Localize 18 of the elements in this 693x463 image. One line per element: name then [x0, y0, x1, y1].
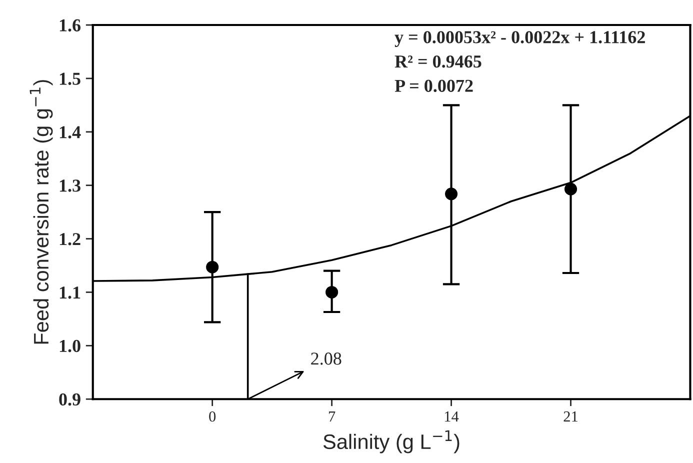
y-tick-label: 0.9 [59, 393, 80, 406]
y-axis-title: Feed conversion rate (g g$^{−1}$) [30, 80, 53, 344]
x-tick-label: 21 [564, 411, 578, 422]
y-tick-label: 1.3 [60, 180, 80, 192]
annotation: 2.08 [311, 352, 342, 365]
y-tick-label: 1.2 [60, 233, 80, 246]
x-axis-title: Salinity (g L$^{−1}$) [323, 430, 460, 454]
y-tick-label: 1.0 [60, 340, 80, 352]
x-tick-label: 0 [209, 411, 216, 422]
x-tick-label: 7 [328, 412, 336, 422]
y-tick-label: 1.4 [60, 126, 81, 138]
y-tick-label: 1.5 [60, 72, 80, 85]
annotation: y = 0.00053x² - 0.0022x + 1.11162 [394, 31, 645, 47]
x-tick-label: 14 [444, 411, 459, 422]
y-tick-label: 1.1 [60, 286, 80, 299]
y-tick-label: 1.6 [60, 19, 81, 32]
annotation: R² = 0.9465 [394, 55, 482, 68]
annotation: P = 0.0072 [394, 80, 473, 92]
